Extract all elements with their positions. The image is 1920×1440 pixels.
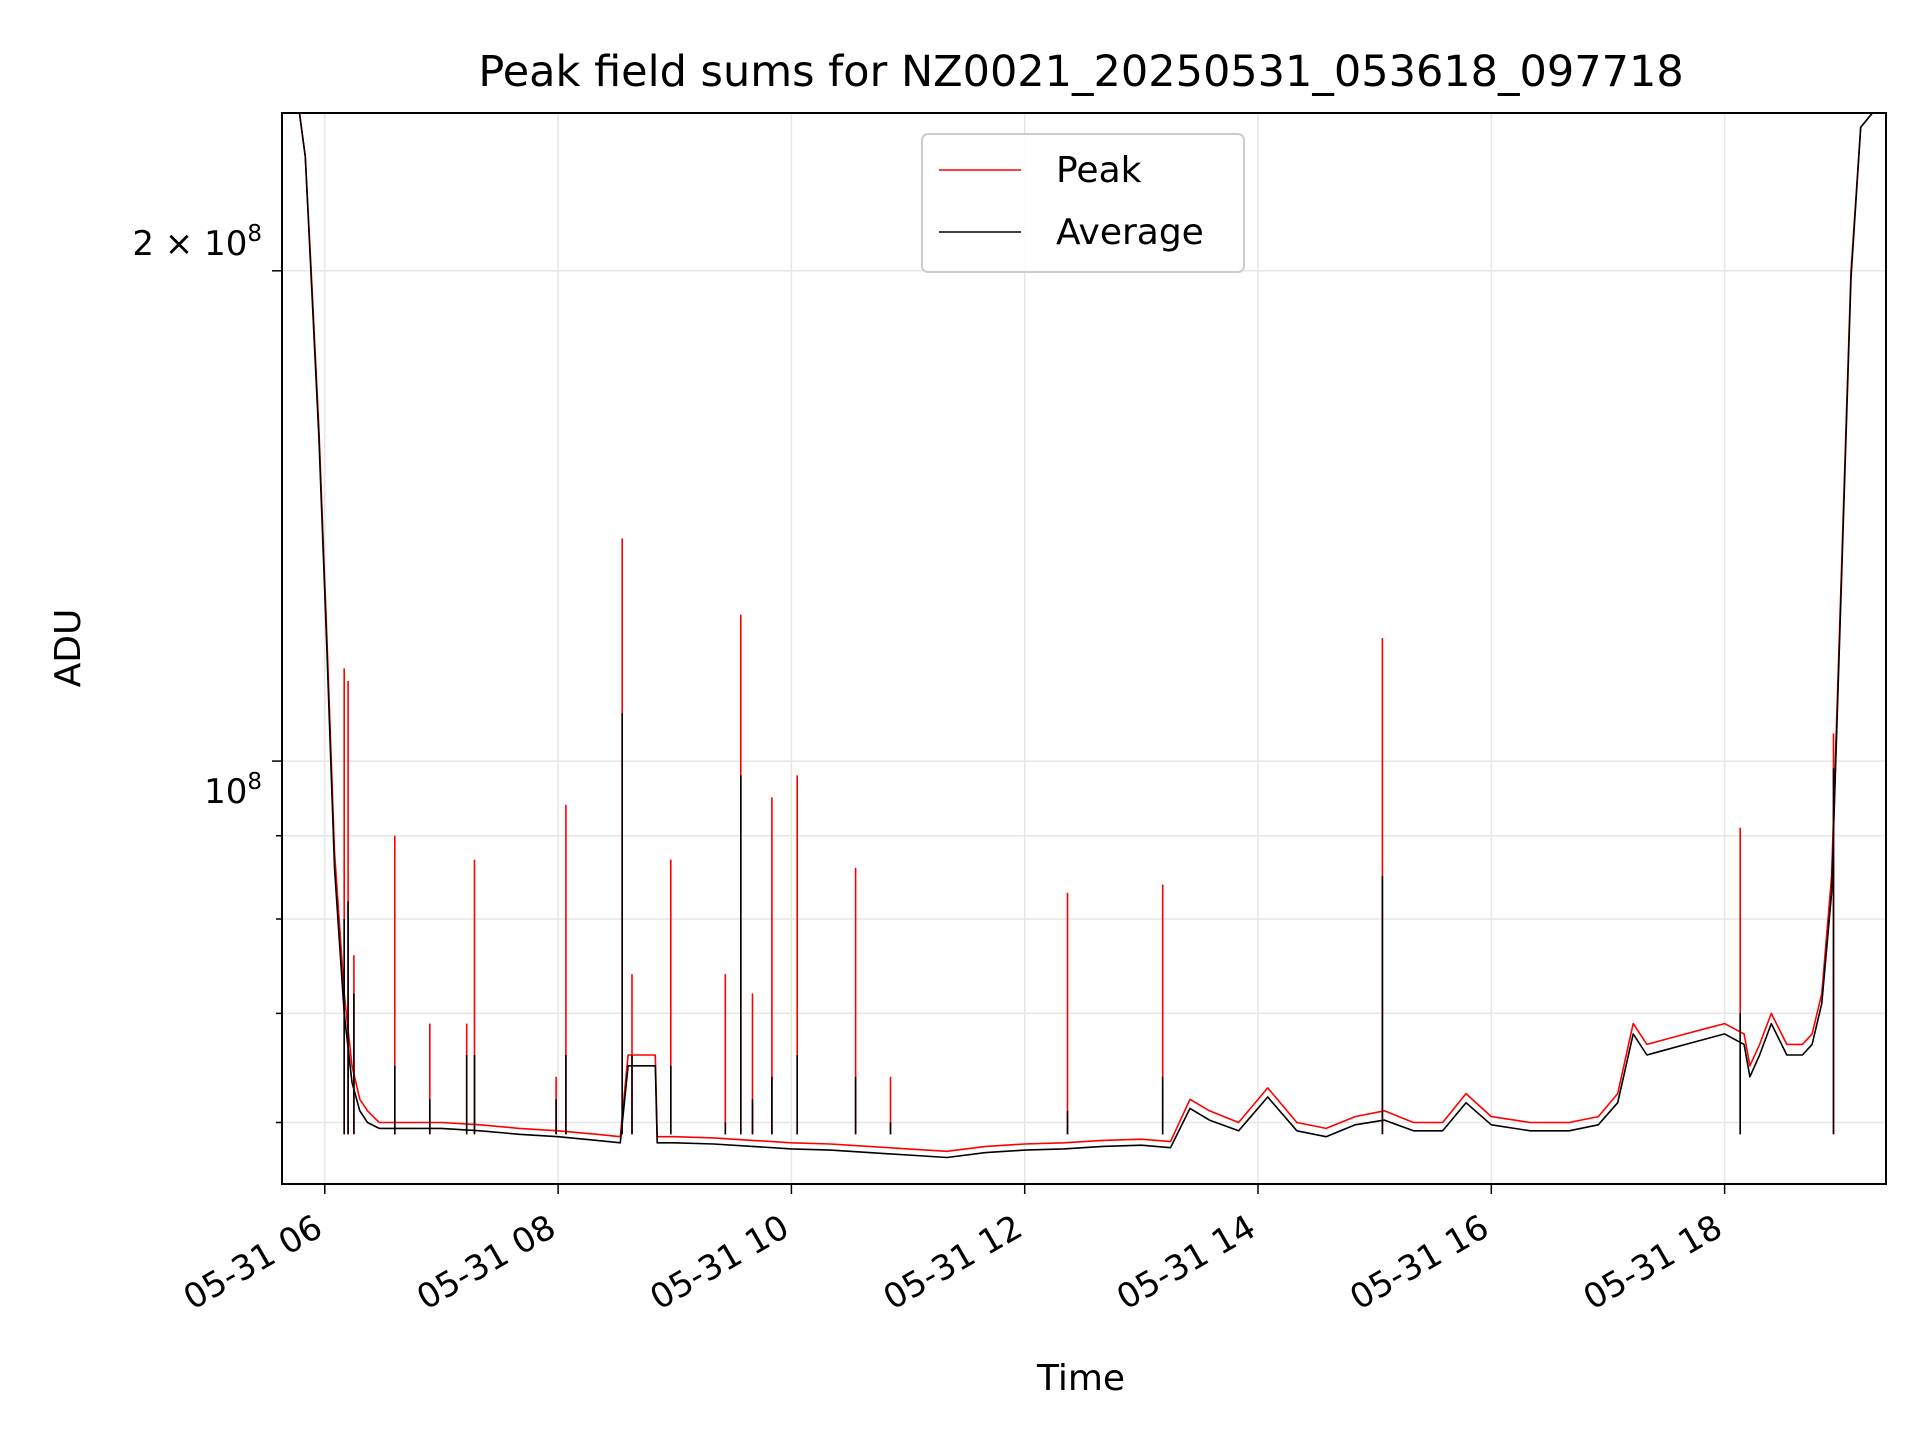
series-group: [282, 113, 1886, 1159]
series-line-peak: [282, 113, 1886, 1153]
legend-box: [921, 133, 1245, 273]
y-axis-label: ADU: [48, 609, 89, 688]
axes-frame: [281, 112, 1887, 1185]
legend-peak-label: Peak: [1056, 150, 1142, 191]
plot-area: [282, 113, 1886, 1159]
chart-title: Peak field sums for NZ0021_20250531_0536…: [478, 47, 1683, 97]
legend-average-label: Average: [1056, 212, 1204, 253]
grid-lines: [282, 113, 1886, 1184]
series-line-average: [282, 113, 1886, 1159]
legend: Peak Average: [921, 133, 1245, 273]
x-axis-label: Time: [1036, 1358, 1125, 1399]
y-tick-label-2e8: 2 × 108: [132, 221, 262, 264]
